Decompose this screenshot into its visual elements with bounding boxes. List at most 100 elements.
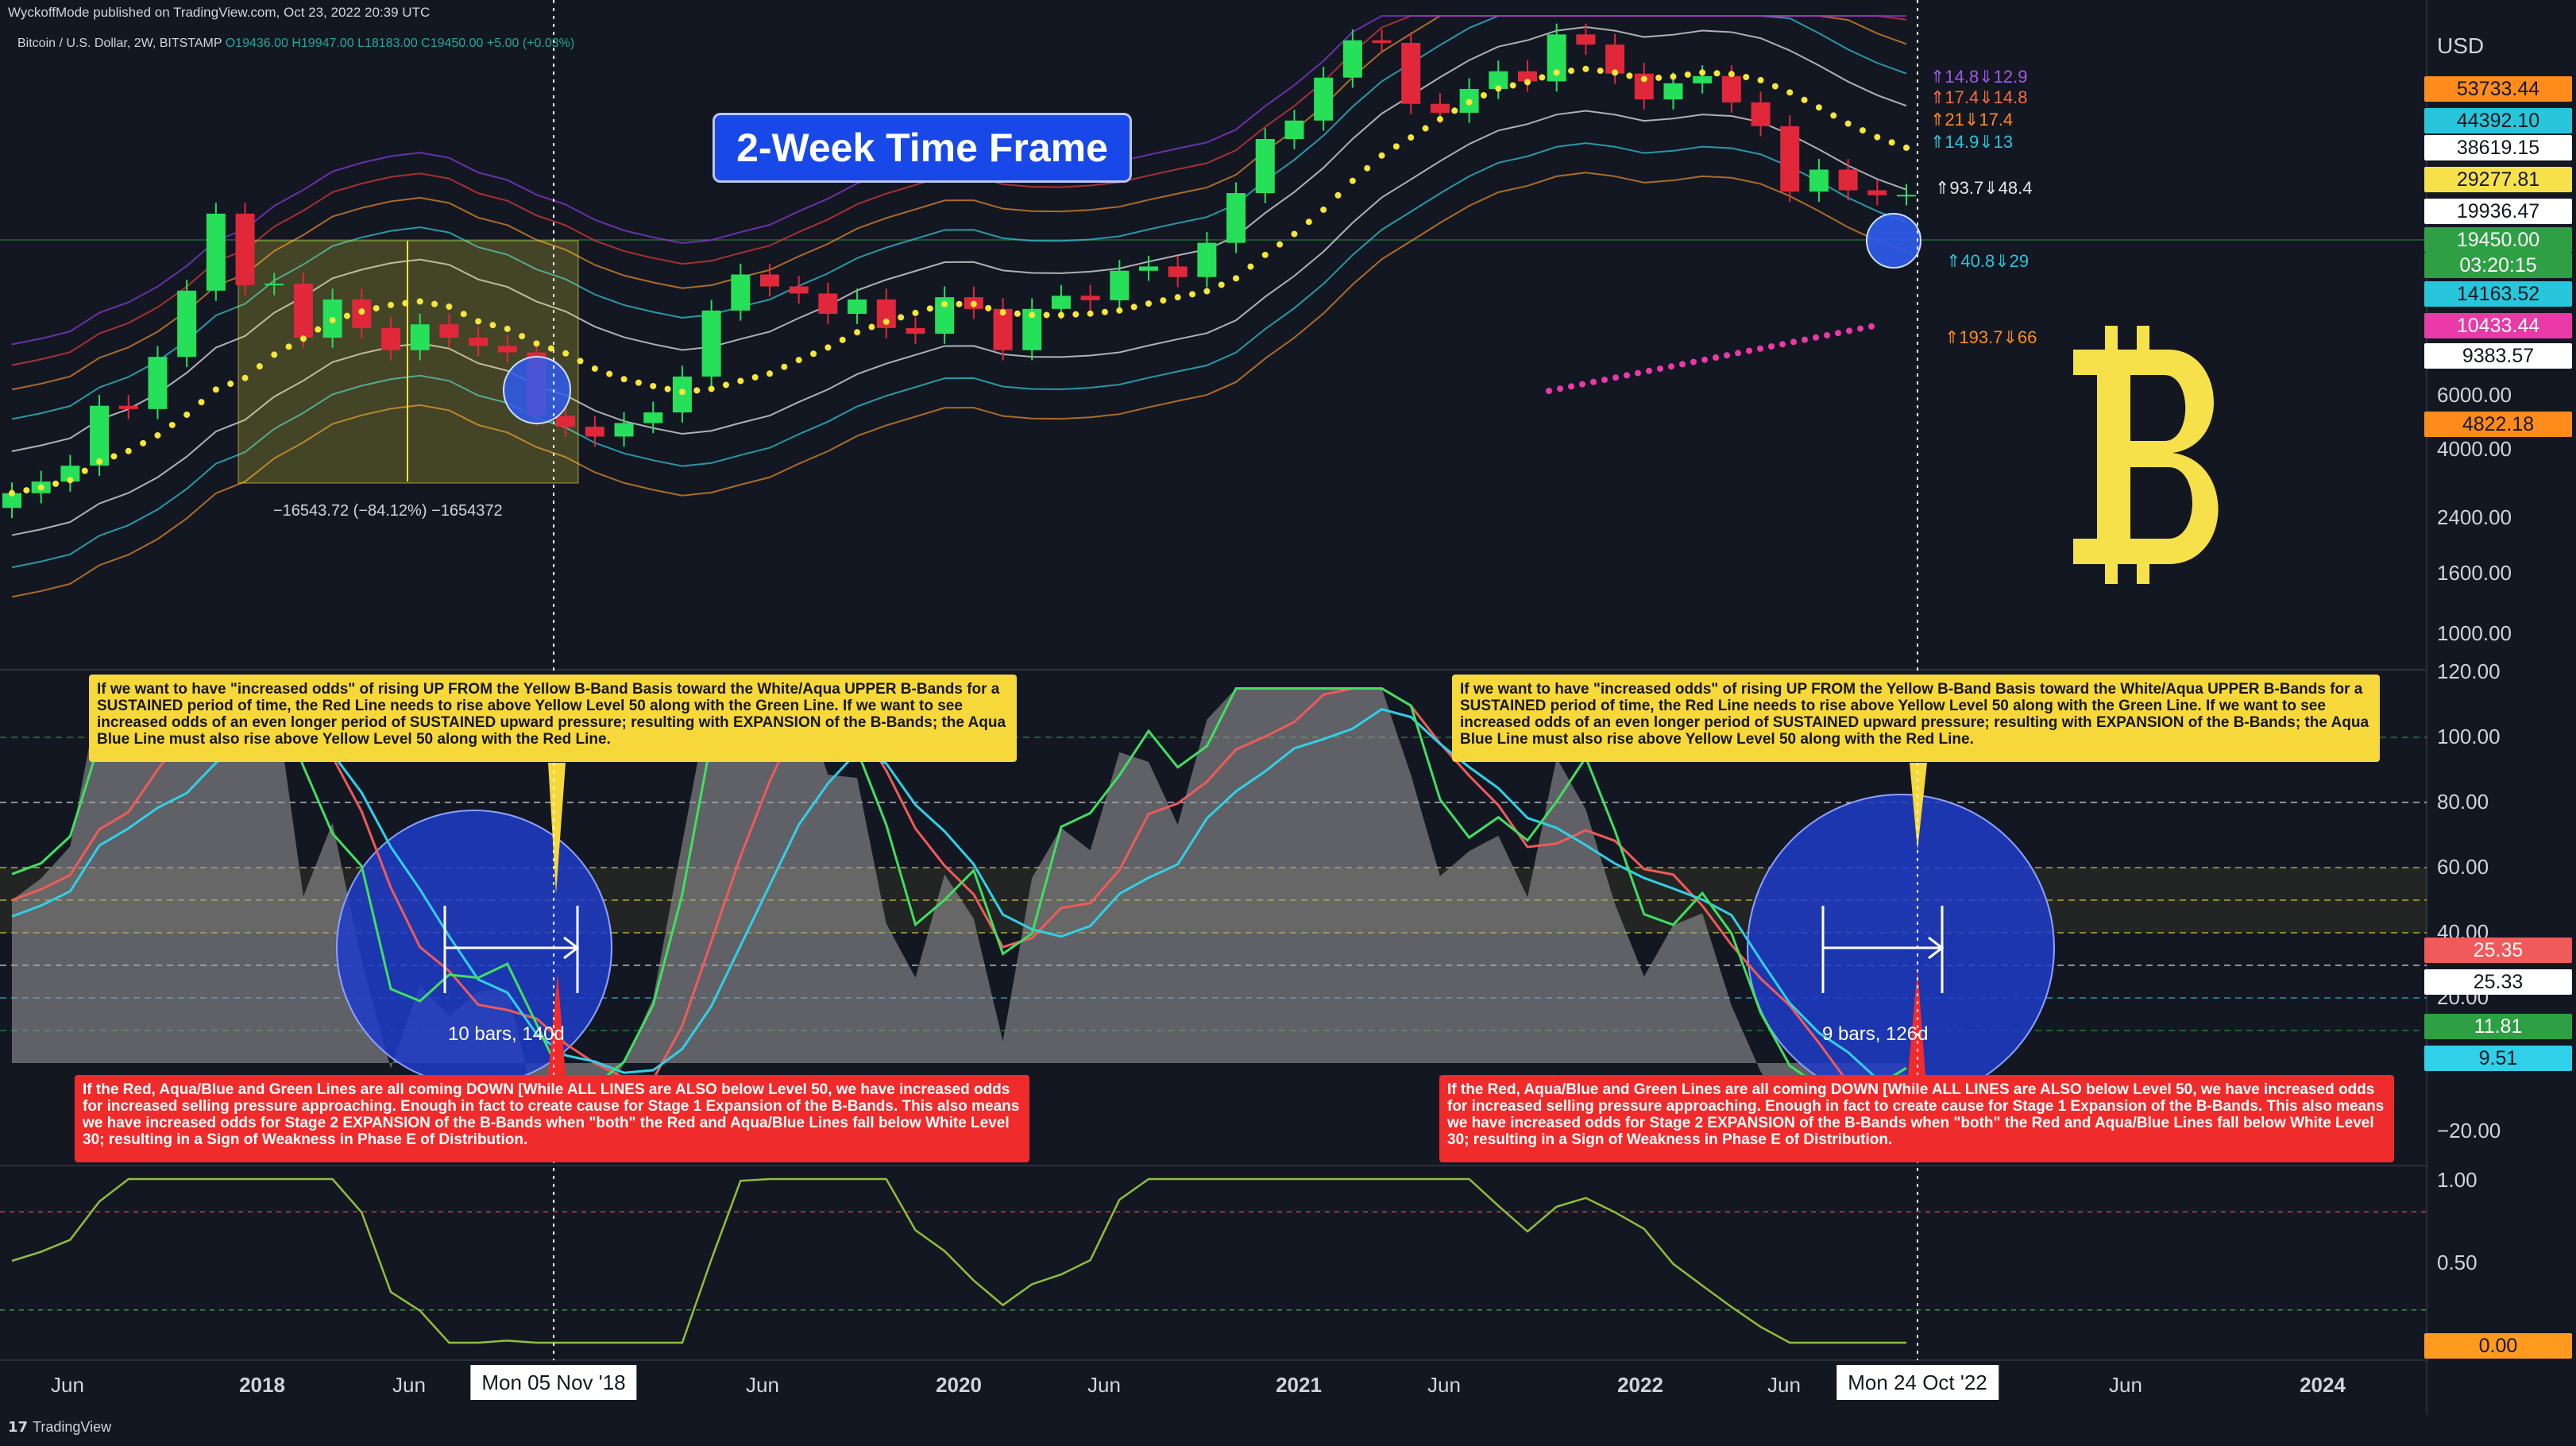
basis-dot bbox=[708, 385, 715, 392]
basis-dot bbox=[1291, 230, 1298, 238]
yellow-pointer-2022 bbox=[1910, 763, 1927, 850]
candle-body bbox=[177, 290, 197, 358]
basis-dot bbox=[547, 345, 554, 352]
band-ratio-label: ⇑93.7⇓48.4 bbox=[1935, 178, 2033, 198]
yellow-note-left: If we want to have "increased odds" of r… bbox=[89, 675, 1017, 762]
tradingview-brand: TradingView bbox=[33, 1419, 112, 1435]
basis-dot bbox=[1640, 75, 1647, 83]
candles-group bbox=[2, 23, 1916, 519]
candle-body bbox=[643, 412, 663, 423]
magenta-dot bbox=[1624, 372, 1630, 379]
basis-dot bbox=[1771, 83, 1778, 90]
time-axis-label: 2020 bbox=[936, 1373, 982, 1397]
osc-tick-120: 120.00 bbox=[2437, 659, 2501, 683]
basis-dot bbox=[1203, 288, 1211, 295]
basis-dot bbox=[591, 365, 598, 372]
magenta-dot bbox=[1746, 347, 1752, 354]
basis-dot bbox=[926, 305, 933, 312]
basis-dot bbox=[825, 344, 832, 351]
candle-body bbox=[1401, 42, 1421, 104]
band-ratio-label: ⇑14.8⇓12.9 bbox=[1930, 67, 2028, 87]
magenta-dot bbox=[1724, 352, 1730, 359]
basis-dot bbox=[504, 325, 511, 332]
price-highlight-label: 9383.57 bbox=[2424, 343, 2572, 369]
band-ratio-label: ⇑193.7⇓66 bbox=[1945, 327, 2037, 347]
oscillator-green-line bbox=[11, 687, 1907, 1088]
basis-dot bbox=[373, 305, 380, 312]
bars-label-2018: 10 bars, 140d bbox=[448, 1023, 565, 1045]
price-highlight-label: 29277.81 bbox=[2424, 167, 2572, 192]
basis-dot bbox=[168, 421, 176, 428]
basis-dot bbox=[9, 489, 15, 497]
basis-dot bbox=[110, 453, 118, 460]
basis-dot bbox=[52, 480, 60, 487]
magenta-dot bbox=[1546, 388, 1552, 394]
yellow-note-right: If we want to have "increased odds" of r… bbox=[1452, 675, 2380, 762]
candle-body bbox=[1226, 193, 1246, 243]
magenta-dot bbox=[1757, 345, 1763, 352]
basis-dot bbox=[475, 318, 482, 325]
basis-dot bbox=[1130, 304, 1137, 311]
symbol-name: Bitcoin / U.S. Dollar, 2W, BITSTAMP bbox=[17, 37, 222, 50]
basis-dot bbox=[125, 447, 132, 454]
basis-dot bbox=[1043, 311, 1050, 319]
basis-dot bbox=[810, 350, 817, 358]
time-axis-label: 2024 bbox=[2300, 1373, 2346, 1397]
price-highlight-label: 10433.44 bbox=[2424, 313, 2572, 338]
bollinger-band-line bbox=[11, 110, 1907, 536]
basis-dot bbox=[1524, 79, 1531, 86]
candle-body bbox=[760, 274, 779, 287]
basis-dot bbox=[956, 300, 963, 307]
basis-dot bbox=[1189, 291, 1196, 298]
basis-dot bbox=[299, 335, 307, 342]
basis-dot bbox=[1670, 73, 1677, 80]
basis-dot bbox=[1655, 74, 1663, 81]
basis-dot bbox=[767, 370, 773, 377]
basis-dot bbox=[1349, 177, 1356, 184]
cursor-date-2022: Mon 24 Oct '22 bbox=[1836, 1365, 1999, 1400]
bollinger-band-line bbox=[11, 142, 1907, 569]
osc-value-white: 25.33 bbox=[2424, 969, 2572, 995]
basis-dot bbox=[1145, 300, 1152, 307]
candle-body bbox=[381, 327, 400, 350]
candle-body bbox=[1693, 75, 1713, 83]
basis-dot bbox=[37, 484, 44, 491]
basis-dot bbox=[1743, 74, 1750, 81]
candle-body bbox=[818, 293, 838, 315]
candle-body bbox=[118, 405, 138, 409]
magenta-dot bbox=[1824, 332, 1830, 338]
basis-dot bbox=[678, 389, 686, 396]
basis-dot bbox=[67, 477, 74, 484]
basis-dot bbox=[664, 385, 671, 392]
magenta-dot bbox=[1579, 381, 1585, 388]
time-axis-label: Jun bbox=[51, 1373, 84, 1397]
basis-dot bbox=[1451, 107, 1458, 114]
time-axis-label: 2022 bbox=[1617, 1373, 1663, 1397]
band-ratio-label: ⇑40.8⇓29 bbox=[1946, 251, 2030, 271]
candle-body bbox=[1372, 40, 1392, 43]
candle-body bbox=[1576, 34, 1596, 45]
magenta-dot bbox=[1735, 350, 1741, 357]
basis-dots-group bbox=[9, 65, 1910, 497]
band-ratio-label: ⇑17.4⇓14.8 bbox=[1930, 87, 2028, 107]
basis-dot bbox=[329, 317, 336, 324]
basis-dot bbox=[519, 333, 526, 340]
price-highlight-label: 14163.52 bbox=[2424, 281, 2572, 307]
candle-body bbox=[2, 493, 21, 508]
basis-dot bbox=[839, 336, 846, 343]
basis-dot bbox=[1072, 311, 1079, 318]
time-axis-label: Jun bbox=[1087, 1373, 1121, 1397]
basis-dot bbox=[1218, 281, 1225, 288]
basis-dot bbox=[1378, 152, 1385, 159]
magenta-dot bbox=[1857, 325, 1863, 332]
basis-dot bbox=[1233, 275, 1240, 282]
magenta-dot bbox=[1668, 363, 1674, 370]
basis-dot bbox=[1087, 310, 1094, 317]
candle-body bbox=[1751, 102, 1771, 126]
candle-body bbox=[789, 286, 809, 294]
basis-dot bbox=[1874, 133, 1881, 141]
candle-body bbox=[148, 357, 168, 409]
price-highlight-circle-2022 bbox=[1866, 213, 1921, 269]
tradingview-footer: 𝟭𝟳 TradingView bbox=[8, 1419, 111, 1436]
basis-dot bbox=[868, 323, 875, 331]
